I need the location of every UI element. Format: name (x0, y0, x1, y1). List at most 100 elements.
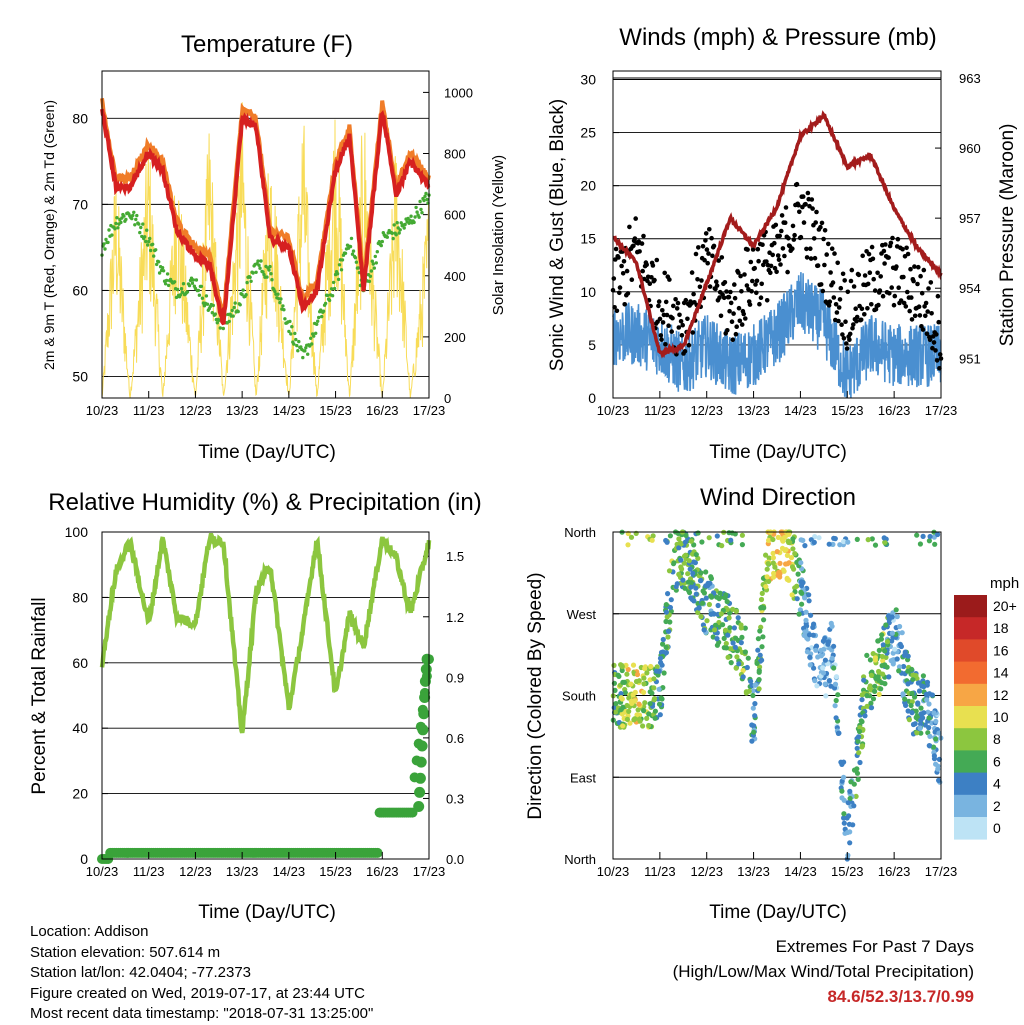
direction-point (665, 591, 671, 597)
dewpoint-point (157, 260, 161, 264)
direction-point (628, 681, 634, 687)
gust-point (808, 256, 814, 261)
gust-point (883, 242, 888, 247)
direction-point (665, 634, 671, 640)
gust-point (837, 297, 843, 302)
direction-point (848, 779, 854, 785)
dewpoint-point (309, 336, 313, 340)
direction-point (835, 730, 842, 737)
direction-tick-label: South (562, 689, 596, 704)
humidity-x-tick-label: 10/23 (86, 864, 119, 879)
direction-point (786, 560, 792, 566)
direction-left-axis-label: Direction (Colored By Speed) (525, 572, 546, 819)
direction-point (618, 691, 624, 697)
direction-point (742, 625, 748, 631)
gust-point (845, 289, 851, 295)
direction-point (931, 710, 937, 716)
dewpoint-point (317, 315, 321, 320)
gust-point (801, 220, 807, 225)
dewpoint-point (163, 282, 168, 286)
dewpoint-point (273, 289, 277, 294)
temperature-right-tick-label: 1000 (444, 85, 473, 100)
direction-point (931, 753, 938, 759)
winds-x-tick-label: 15/23 (831, 403, 864, 418)
direction-point (612, 687, 618, 694)
direction-point (878, 636, 885, 642)
gust-point (779, 228, 784, 234)
direction-point (708, 575, 715, 582)
direction-point (764, 566, 770, 572)
gust-point (717, 295, 722, 300)
dewpoint-point (119, 220, 123, 225)
direction-point (691, 542, 697, 548)
gust-point (848, 278, 854, 284)
direction-point (890, 610, 896, 616)
direction-point (920, 673, 927, 679)
direction-point (735, 615, 741, 621)
direction-point (619, 711, 626, 717)
direction-point (933, 718, 939, 724)
direction-point (816, 535, 822, 541)
direction-point (931, 744, 937, 750)
direction-point (663, 602, 669, 608)
dewpoint-point (181, 282, 186, 286)
gust-point (724, 289, 729, 294)
direction-point (673, 584, 679, 590)
dewpoint-point (379, 243, 383, 248)
gust-point (925, 309, 930, 314)
direction-point (806, 592, 812, 598)
gust-point (663, 299, 669, 305)
direction-point (626, 708, 632, 715)
dewpoint-point (398, 228, 402, 232)
dewpoint-point (368, 274, 373, 278)
dewpoint-point (157, 271, 162, 275)
sonic-wind-line (612, 272, 942, 399)
gust-point (869, 302, 874, 307)
direction-point (663, 644, 669, 650)
direction-point (917, 725, 923, 731)
dewpoint-point (392, 223, 396, 227)
gust-point (828, 270, 833, 275)
direction-point (660, 641, 666, 647)
gust-point (916, 264, 921, 270)
direction-point (680, 577, 686, 583)
direction-point (841, 759, 847, 765)
dewpoint-point (370, 259, 374, 263)
dewpoint-point (249, 279, 253, 283)
gust-point (691, 291, 696, 297)
direction-point (663, 609, 670, 615)
gust-point (656, 303, 661, 309)
direction-point (742, 649, 749, 655)
dewpoint-point (332, 286, 337, 291)
dewpoint-point (106, 240, 110, 245)
direction-point (856, 728, 863, 735)
gust-point (639, 241, 645, 246)
winds-left-axis-label: Sonic Wind & Gust (Blue, Black) (547, 99, 568, 371)
direction-point (695, 530, 701, 536)
direction-point (723, 592, 729, 598)
direction-point (880, 642, 886, 648)
direction-point (700, 600, 706, 606)
dewpoint-point (294, 337, 298, 342)
direction-point (656, 701, 663, 707)
gust-point (637, 249, 642, 254)
gust-point (621, 259, 627, 264)
gust-point (741, 311, 746, 317)
precipitation-point (413, 801, 425, 812)
legend-label: 18 (993, 620, 1009, 636)
precipitation-point (416, 740, 428, 752)
dewpoint-point (325, 293, 330, 298)
direction-point (814, 683, 820, 689)
direction-point (812, 534, 818, 540)
gust-point (757, 301, 762, 307)
precipitation-point (415, 756, 427, 768)
dewpoint-point (213, 312, 217, 316)
winds-right-tick-label: 963 (959, 71, 981, 86)
gust-point (726, 294, 732, 300)
gust-point (753, 282, 758, 287)
gust-point (719, 255, 725, 260)
direction-point (813, 643, 820, 649)
direction-point (760, 634, 766, 640)
station-info: Location: Addison Station elevation: 507… (30, 922, 373, 1025)
direction-point (693, 552, 699, 558)
